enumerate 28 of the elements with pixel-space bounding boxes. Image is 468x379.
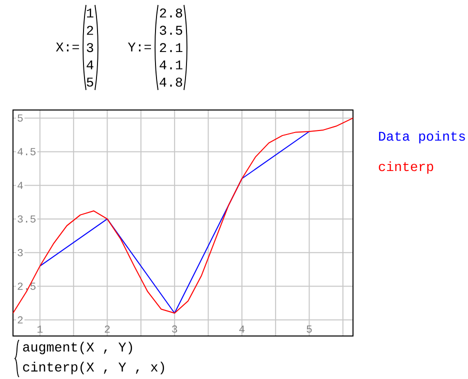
text: 1 xyxy=(86,8,94,18)
text: cinterp xyxy=(378,161,434,174)
y-tick-label: 4.5 xyxy=(18,148,36,156)
text: Y:= xyxy=(128,42,151,52)
y-tick-label: 2 xyxy=(18,316,23,324)
x-tick-label: 2 xyxy=(104,326,110,333)
text: 2 xyxy=(86,26,94,35)
x-tick-label: 3 xyxy=(172,325,178,333)
x-tick-label: 1 xyxy=(38,326,43,333)
text: augment(X , Y) xyxy=(23,342,132,354)
line-series xyxy=(39,131,310,314)
text: 3 xyxy=(86,43,94,52)
text: 3.5 xyxy=(160,26,182,35)
x-tick-label: 5 xyxy=(306,326,312,333)
text: cinterp(X , Y , x) xyxy=(23,362,164,374)
text: 4.8 xyxy=(160,78,182,87)
text: 2.8 xyxy=(160,8,182,18)
x-tick-label: 4 xyxy=(239,326,245,333)
y-tick-label: 3 xyxy=(18,248,23,256)
y-tick-label: 4 xyxy=(18,182,23,189)
text: Data points xyxy=(379,131,465,144)
y-tick-label: 3.5 xyxy=(18,215,36,223)
text: 4 xyxy=(86,60,94,70)
text: X:= xyxy=(56,42,79,52)
text: 2.1 xyxy=(160,43,182,52)
text: 5 xyxy=(86,78,94,87)
text: 4.1 xyxy=(160,60,182,70)
y-tick-label: 5 xyxy=(18,114,23,122)
